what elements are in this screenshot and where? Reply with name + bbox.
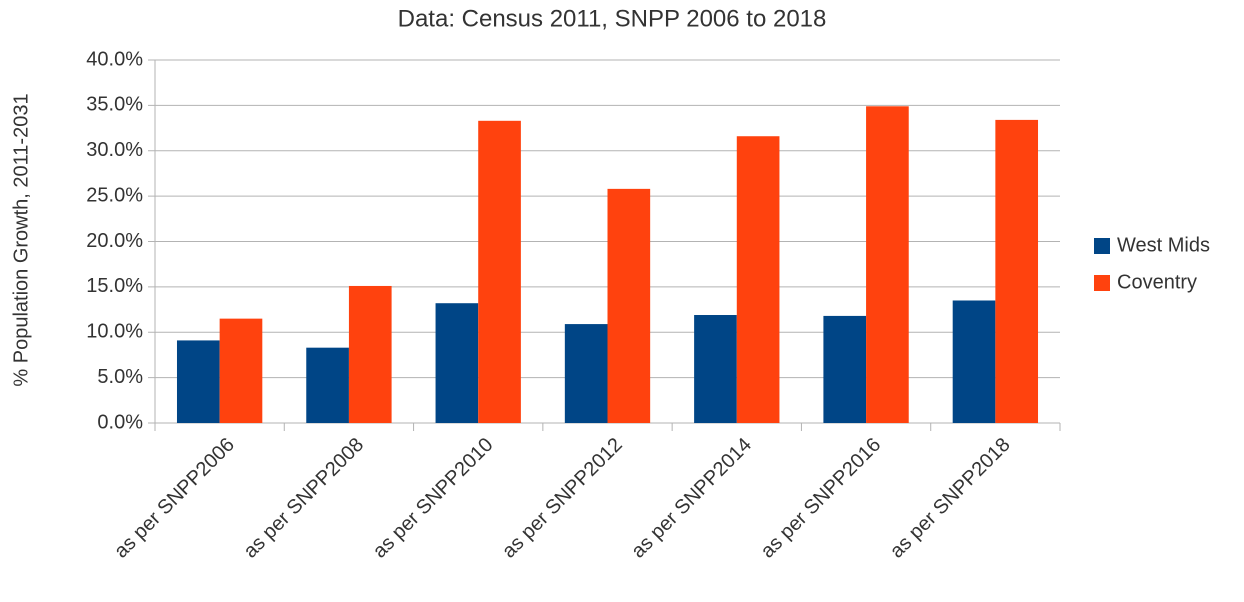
y-tick-label: 5.0% [97, 366, 143, 388]
y-tick-label: 30.0% [86, 139, 143, 161]
legend-label: Coventry [1117, 271, 1197, 293]
bar [176, 340, 220, 423]
y-tick-label: 15.0% [86, 275, 143, 297]
legend-label: West Mids [1117, 234, 1210, 256]
bar [694, 315, 737, 423]
y-axis-label: % Population Growth, 2011-2031 [10, 93, 32, 386]
x-tick-label: as per SNPP2014 [627, 434, 756, 563]
chart-title: Data: Census 2011, SNPP 2006 to 2018 [398, 5, 827, 32]
y-tick-label: 0.0% [97, 411, 143, 433]
x-tick-label: as per SNPP2016 [757, 434, 886, 563]
bar [435, 303, 479, 423]
x-tick-label: as per SNPP2008 [239, 434, 368, 563]
bar [866, 106, 909, 423]
bar [736, 136, 780, 424]
x-tick-label: as per SNPP2010 [369, 434, 498, 563]
x-tick-label: as per SNPP2006 [110, 434, 239, 563]
bar [952, 300, 996, 423]
x-tick-label: as per SNPP2012 [498, 434, 627, 563]
y-tick-label: 35.0% [86, 94, 143, 116]
y-tick-label: 20.0% [86, 230, 143, 252]
y-tick-label: 40.0% [86, 48, 143, 70]
legend-swatch [1094, 238, 1110, 254]
y-tick-label: 10.0% [86, 321, 143, 343]
legend-swatch [1094, 275, 1110, 291]
bar [823, 315, 867, 423]
bar [564, 324, 608, 423]
bar [995, 119, 1039, 424]
bar [219, 318, 263, 423]
y-tick-label: 25.0% [86, 184, 143, 206]
bar [348, 285, 392, 423]
bar [478, 120, 521, 424]
bar [306, 347, 349, 423]
x-tick-label: as per SNPP2018 [886, 434, 1015, 563]
bar [607, 188, 651, 423]
